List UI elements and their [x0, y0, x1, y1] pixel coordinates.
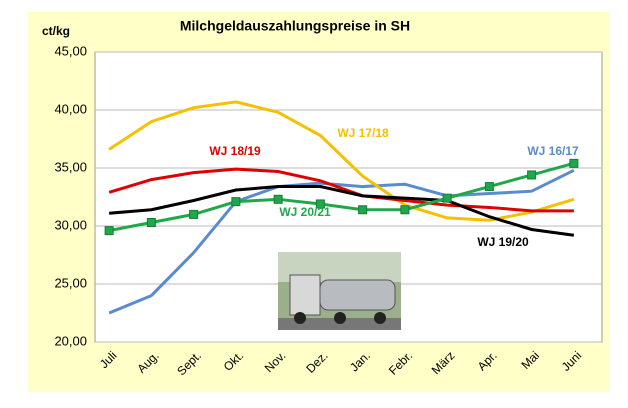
- y-tick-label: 45,00: [54, 43, 87, 58]
- series-line: [108, 168, 575, 315]
- chart-title: Milchgeldauszahlungspreise in SH: [180, 18, 410, 34]
- series-line: [108, 167, 574, 213]
- y-tick-label: 35,00: [54, 159, 87, 174]
- truck-photo: [278, 252, 401, 330]
- data-marker: [315, 199, 325, 209]
- data-marker: [273, 194, 283, 204]
- series-label: WJ 16/17: [527, 144, 579, 158]
- series-label: WJ 20/21: [279, 205, 331, 219]
- data-marker: [442, 193, 452, 203]
- data-marker: [484, 182, 494, 192]
- data-marker: [358, 205, 368, 215]
- y-tick-label: 20,00: [54, 333, 87, 348]
- data-marker: [189, 209, 199, 219]
- data-marker: [569, 158, 579, 168]
- series-label: WJ 18/19: [209, 144, 261, 158]
- series-line: [109, 185, 575, 237]
- series-label: WJ 17/18: [337, 126, 389, 140]
- y-axis-label: ct/kg: [42, 24, 70, 38]
- y-tick-label: 25,00: [54, 275, 87, 290]
- data-marker: [231, 197, 241, 207]
- series-line: [108, 161, 575, 233]
- data-marker: [400, 205, 410, 215]
- y-tick-label: 40,00: [54, 101, 87, 116]
- data-marker: [104, 226, 114, 236]
- y-tick-label: 30,00: [54, 217, 87, 232]
- data-marker: [146, 218, 156, 228]
- series-label: WJ 19/20: [477, 235, 529, 249]
- data-marker: [527, 170, 537, 180]
